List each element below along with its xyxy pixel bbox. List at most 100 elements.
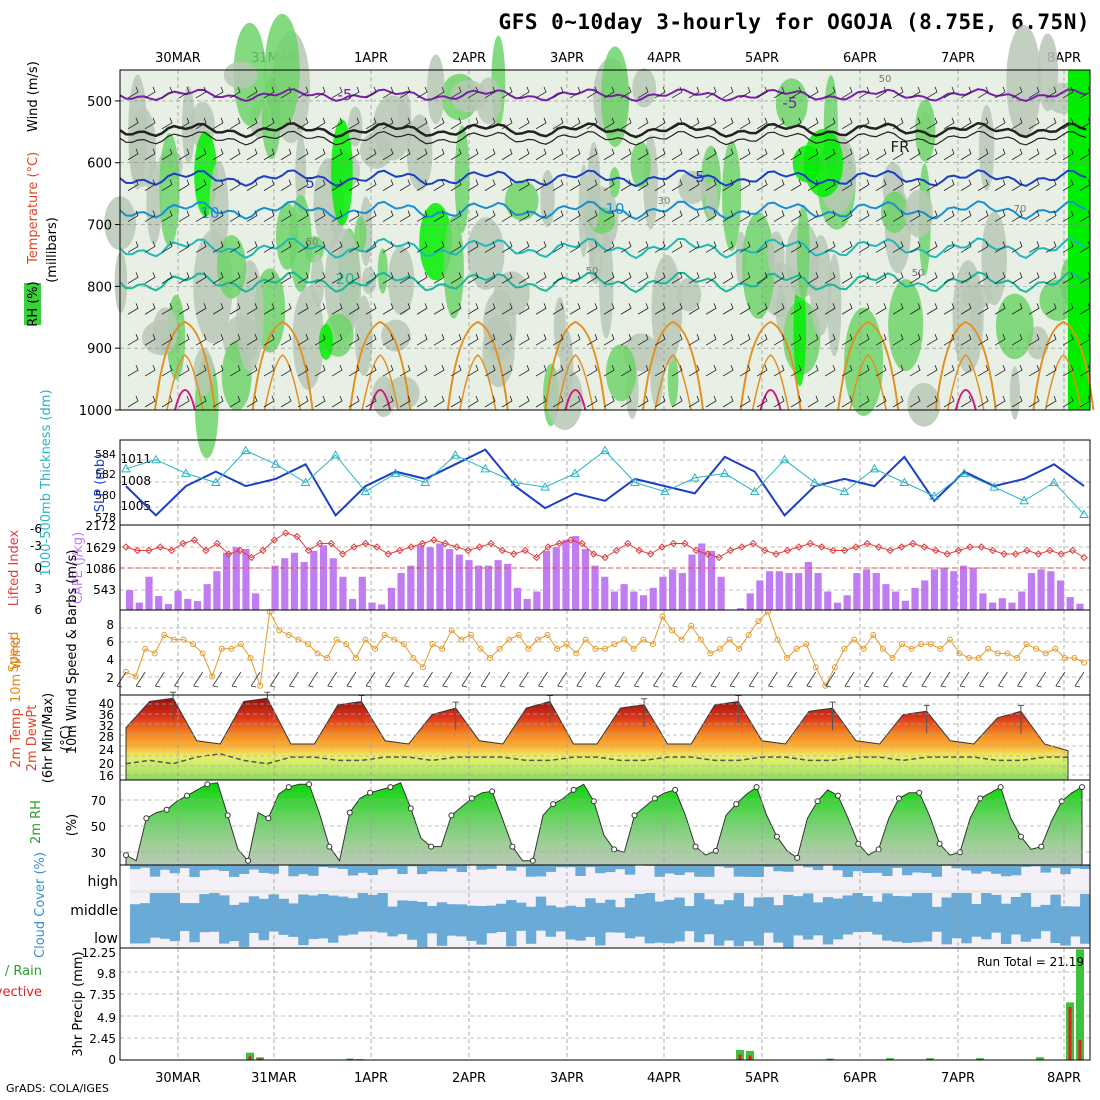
isotherm-loop: [954, 389, 977, 411]
wind-barb: [552, 364, 564, 377]
rh-region: [742, 212, 775, 319]
wind-barb: [654, 241, 666, 253]
isotherm-label: 10: [605, 200, 624, 218]
wind-speed-marker: [228, 645, 235, 652]
wind-barb: [603, 117, 615, 130]
wind-barb: [688, 334, 700, 346]
level-divider: [130, 890, 1090, 893]
wind-barb: [654, 364, 666, 377]
wind-barb: [314, 148, 326, 161]
wind-barb: [994, 272, 1006, 284]
wind-barb: [790, 148, 802, 161]
wind-barb: [229, 86, 241, 99]
wind-speed-marker: [563, 641, 570, 648]
wind-barb: [998, 671, 1008, 688]
li-marker: [726, 546, 735, 555]
cape-bar: [862, 569, 871, 610]
cloud-high-bar: [258, 865, 270, 873]
wind-barb: [807, 303, 819, 315]
wind-speed-marker: [343, 641, 350, 648]
cape-bar: [678, 573, 686, 610]
cloud-high-bar: [1010, 865, 1022, 876]
cape-bar: [145, 576, 153, 610]
rh-region: [361, 266, 377, 295]
wind-barb: [569, 395, 581, 408]
wind-barb: [416, 148, 428, 161]
cloud-middle-bar: [357, 890, 369, 919]
thickness-marker: [300, 477, 311, 486]
cloud-middle-bar: [733, 890, 745, 919]
cloud-low-bar: [793, 919, 804, 936]
rh-marker: [224, 812, 231, 819]
wind-barb: [178, 272, 190, 284]
thickness-axis-title: 1000-500mb Thickness (dm): [39, 389, 54, 576]
wind-barb: [926, 241, 938, 253]
wind-barb: [1062, 241, 1074, 253]
wind-barb: [909, 303, 921, 315]
wind-barb: [586, 148, 598, 161]
wind-barb: [535, 117, 547, 130]
li-marker: [1011, 550, 1020, 558]
wind-barb: [297, 179, 309, 191]
wind-barb: [212, 241, 224, 253]
wind-barb: [909, 241, 921, 253]
wind-barb: [384, 671, 395, 688]
wind-speed-marker: [333, 636, 340, 643]
wind-barb: [154, 671, 165, 688]
li-marker: [932, 546, 940, 555]
cloud-low-bar: [614, 919, 626, 933]
cape-bar: [252, 593, 260, 610]
cloud-middle-bar: [763, 897, 774, 919]
wind-barb: [1045, 303, 1057, 315]
cloud-high-bar: [318, 865, 329, 868]
wind-barb: [620, 179, 632, 191]
wind-barb: [246, 241, 258, 253]
footer-credit: GrADS: COLA/IGES: [6, 1082, 109, 1095]
cloud-middle-bar: [941, 897, 952, 919]
wind-barb: [926, 117, 938, 130]
wind-barb: [926, 86, 938, 99]
wind-barb: [467, 272, 479, 284]
thickness-marker: [330, 450, 341, 459]
minmax-bar: [1017, 704, 1024, 734]
wind-barb: [501, 117, 513, 130]
cloud-low-bar: [991, 919, 1002, 933]
cloud-middle-bar: [456, 904, 467, 919]
cape-bar: [882, 584, 890, 610]
wind-barb: [450, 86, 462, 99]
cloud-high-bar: [684, 865, 695, 873]
wind-barb: [467, 241, 479, 253]
cloud-high-bar: [407, 865, 418, 867]
cloud-middle-bar: [288, 903, 299, 919]
li-marker: [715, 553, 723, 562]
wind-barb: [705, 241, 717, 253]
wind-barb: [943, 303, 955, 315]
wind-barb: [586, 303, 598, 315]
wind-barb: [824, 303, 836, 315]
wind-barb: [892, 303, 904, 315]
cloud-high-bar: [892, 865, 903, 868]
wind-barb: [331, 364, 343, 377]
wind-speed-marker: [630, 645, 637, 652]
cloud-high-bar: [357, 865, 369, 873]
wind-barb: [637, 241, 649, 253]
wind-barb: [569, 364, 581, 377]
wind-barb: [994, 334, 1006, 346]
rh-marker: [611, 846, 618, 853]
wind-barb: [892, 364, 904, 377]
cloud-low-bar: [941, 919, 952, 945]
cloud-low-bar: [228, 919, 240, 942]
temp-tick-label: 36: [99, 708, 114, 722]
wind-barb: [195, 272, 207, 284]
wind-barb: [501, 364, 513, 377]
cloud-middle-bar: [713, 904, 725, 919]
wind-barb: [365, 364, 377, 377]
cloud-middle-bar: [199, 894, 210, 919]
cloud-middle-bar: [961, 891, 972, 919]
wind-barb: [161, 334, 173, 346]
rh-region: [667, 354, 679, 408]
wind-barb: [450, 241, 462, 253]
cape-bar: [775, 571, 783, 610]
axis-title-line: (millibars): [45, 217, 60, 283]
